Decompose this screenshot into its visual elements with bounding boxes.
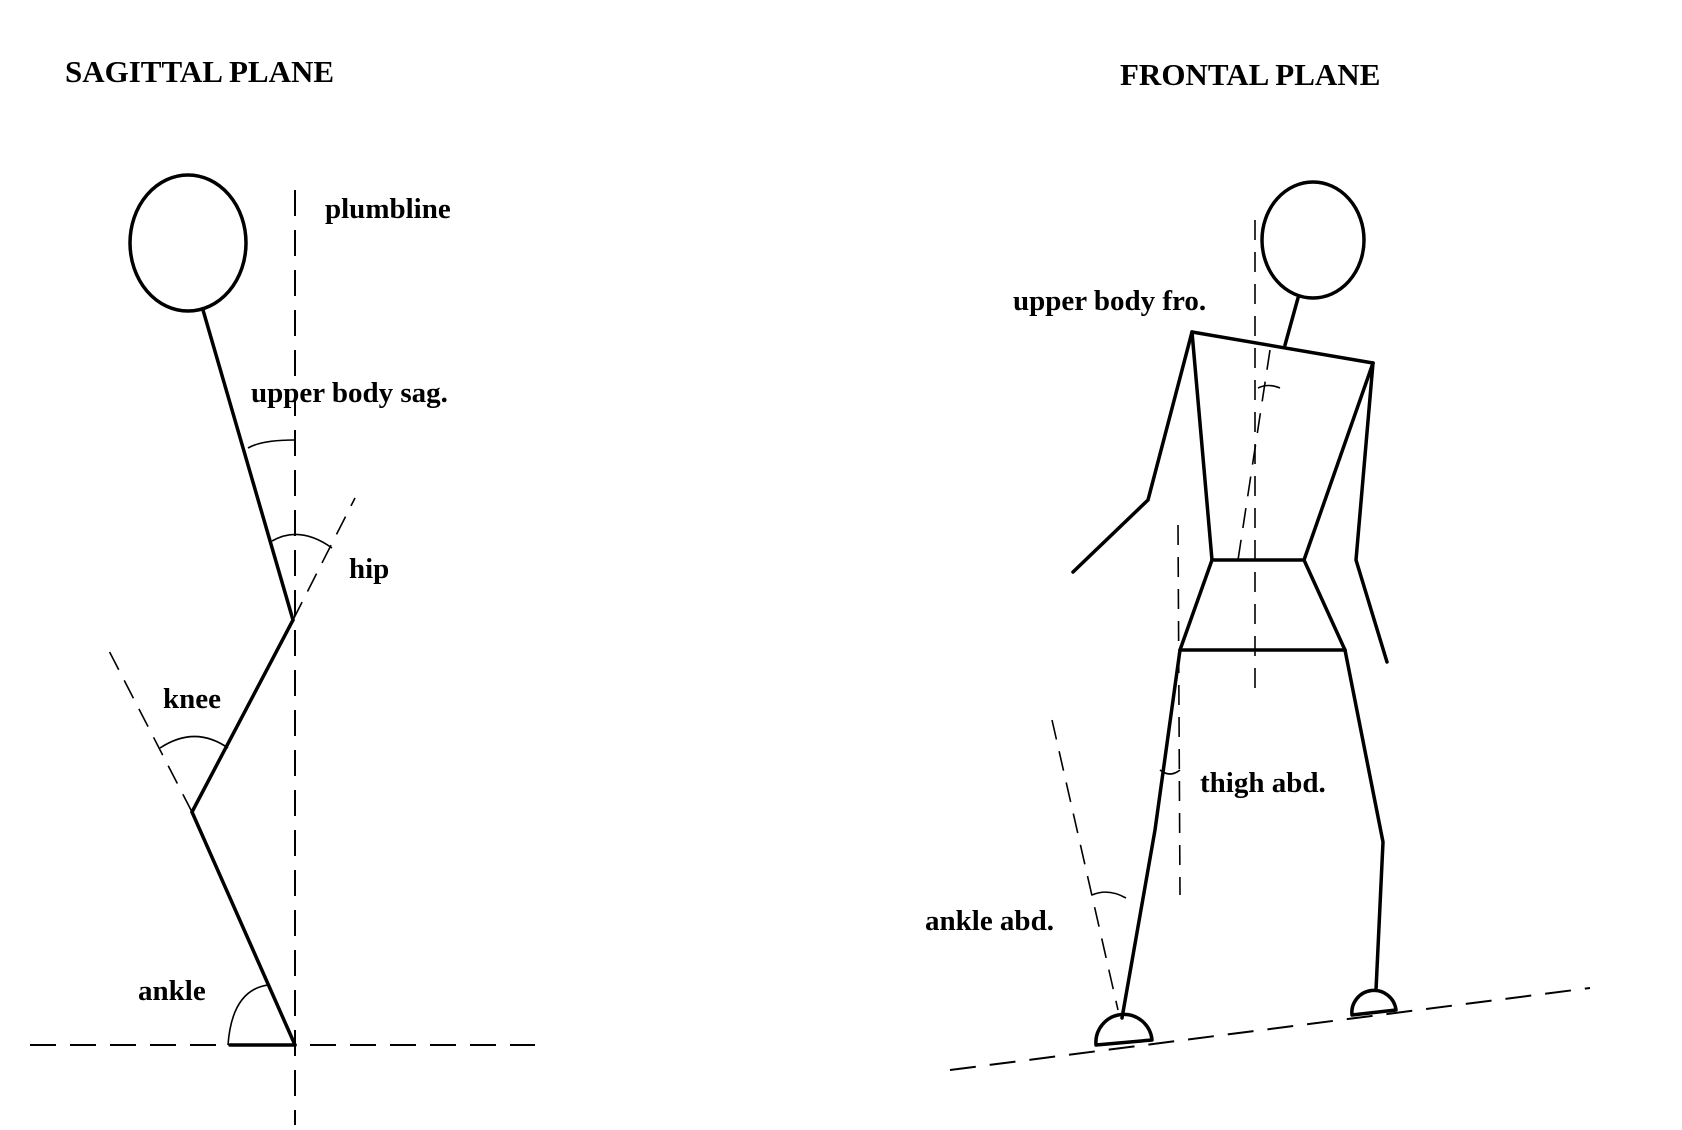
upper-body-fro-label: upper body fro. bbox=[1013, 285, 1206, 317]
frontal-left-foot bbox=[1094, 1012, 1154, 1047]
upper-body-sag-angle-arc bbox=[247, 439, 295, 449]
plumbline-label: plumbline bbox=[325, 193, 451, 225]
sagittal-title: SAGITTAL PLANE bbox=[65, 54, 334, 89]
sagittal-thigh bbox=[190, 618, 295, 814]
frontal-pelvis-left bbox=[1178, 558, 1214, 652]
ankle-abd-label: ankle abd. bbox=[925, 905, 1054, 937]
upper-body-fro-angle-arc bbox=[1257, 384, 1281, 389]
ankle-label: ankle bbox=[138, 975, 206, 1007]
frontal-shoulder-line bbox=[1190, 330, 1375, 365]
frontal-right-arm bbox=[1354, 361, 1389, 664]
upper-body-sag-label: upper body sag. bbox=[251, 377, 448, 409]
ankle-angle-arc bbox=[227, 984, 269, 1046]
sagittal-thigh-extension-line bbox=[292, 497, 356, 621]
frontal-left-arm bbox=[1071, 330, 1194, 574]
frontal-left-leg bbox=[1120, 648, 1182, 1020]
ankle-abd-angle-arc bbox=[1091, 891, 1127, 899]
frontal-pelvis-right bbox=[1302, 558, 1347, 652]
frontal-ankle-reference-line bbox=[1051, 719, 1119, 1011]
thigh-abd-label: thigh abd. bbox=[1200, 767, 1326, 799]
sagittal-panel: SAGITTAL PLANE plumbline upper body sag.… bbox=[30, 54, 535, 1125]
frontal-neck bbox=[1283, 296, 1300, 347]
sagittal-shank bbox=[190, 810, 297, 1047]
frontal-title: FRONTAL PLANE bbox=[1120, 57, 1380, 92]
hip-angle-arc bbox=[271, 533, 333, 549]
knee-angle-arc bbox=[159, 735, 229, 749]
sagittal-trunk-extension-line bbox=[105, 644, 193, 813]
frontal-head bbox=[1260, 180, 1366, 300]
frontal-torso-left bbox=[1190, 330, 1214, 562]
frontal-panel: FRONTAL PLANE upper body fr bbox=[925, 57, 1591, 1071]
frontal-right-foot bbox=[1350, 988, 1398, 1017]
frontal-ground-line bbox=[949, 987, 1591, 1071]
thigh-abd-angle-arc bbox=[1159, 769, 1181, 775]
frontal-thigh-vertical bbox=[1177, 524, 1181, 896]
sagittal-head bbox=[128, 173, 248, 313]
sagittal-trunk bbox=[201, 308, 295, 622]
frontal-trunk-tilt-line bbox=[1237, 349, 1271, 561]
hip-label: hip bbox=[349, 553, 389, 585]
frontal-torso-right bbox=[1302, 361, 1375, 562]
knee-label: knee bbox=[163, 683, 221, 715]
frontal-right-leg bbox=[1343, 648, 1385, 992]
